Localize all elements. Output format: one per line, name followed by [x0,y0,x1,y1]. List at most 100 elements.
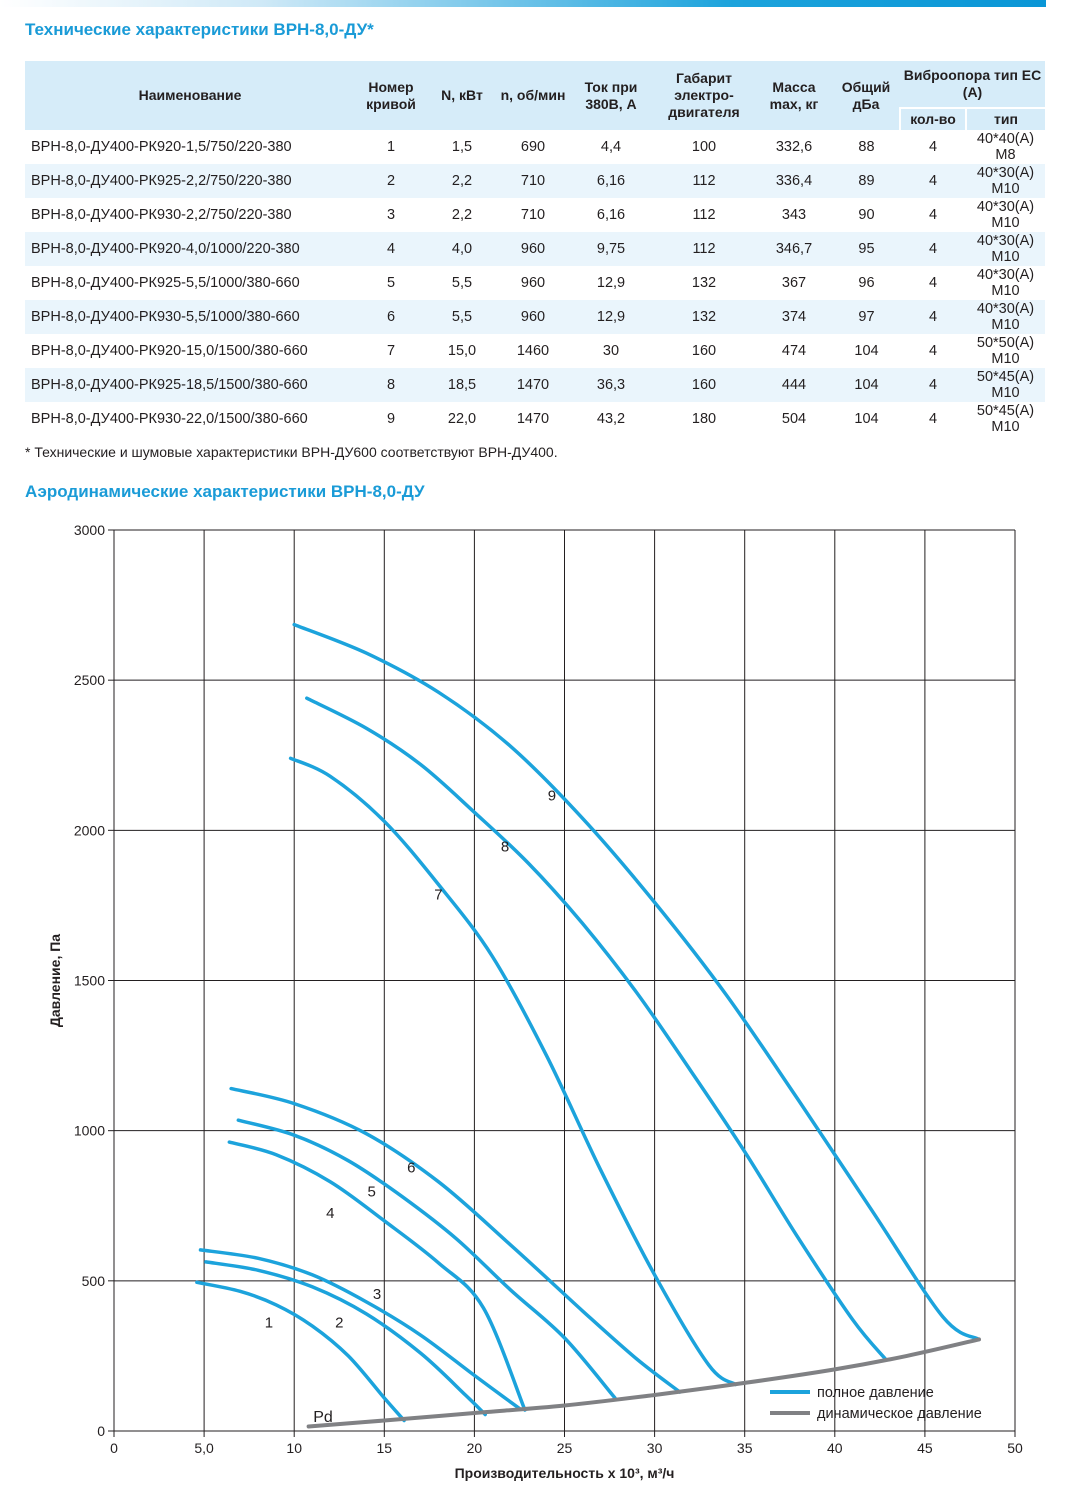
y-tick-label: 0 [97,1423,105,1439]
cell-vibro-count: 4 [900,164,966,198]
specs-table: Наименование Номер кривой N, кВт n, об/м… [25,61,1045,436]
cell-vibro-count: 4 [928,207,938,223]
cell-mass: 504 [781,411,807,427]
cell-motor: 160 [653,368,755,402]
cell-power: 22,0 [447,411,477,427]
cell-noise: 89 [833,164,900,198]
table-row: ВРН-8,0-ДУ400-РК925-18,5/1500/380-660 8 18… [25,368,1045,402]
table-title: Технические характеристики ВРН-8,0-ДУ* [25,20,374,39]
y-axis-title: Давление, Па [47,934,63,1027]
dynamic-pressure-label: Pd [313,1409,333,1426]
curve-label-7: 7 [434,886,442,903]
cell-power: 18,5 [427,368,497,402]
y-tick-label: 2500 [74,672,105,688]
cell-curve: 4 [355,232,427,266]
x-tick-label: 50 [1007,1440,1023,1456]
cell-vibro-type: 40*30(А) М10 [966,164,1045,198]
col-header-vibro-count: кол-во [899,107,966,130]
cell-rpm: 960 [497,232,569,266]
cell-name: ВРН-8,0-ДУ400-РК925-2,2/750/220-380 [25,164,355,198]
cell-mass: 343 [781,207,807,223]
full-pressure-curve-9 [292,622,981,1342]
cell-name: ВРН-8,0-ДУ400-РК930-5,5/1000/380-660 [25,300,355,334]
cell-vibro-type: 40*40(А) М8 [976,131,1035,163]
x-tick-label: 45 [917,1440,933,1456]
cell-name: ВРН-8,0-ДУ400-РК920-15,0/1500/380-660 [31,343,308,359]
cell-rpm: 710 [497,164,569,198]
table-row: ВРН-8,0-ДУ400-РК920-1,5/750/220-380 1 1,5 6… [25,130,1045,164]
table-row: ВРН-8,0-ДУ400-РК930-5,5/1000/380-660 6 5,5… [25,300,1045,334]
x-tick-label: 35 [737,1440,753,1456]
full-pressure-curve-8 [305,696,888,1361]
full-pressure-curve-2 [204,1260,487,1417]
x-axis-title: Производительность х 10³, м³/ч [455,1465,675,1481]
legend-label: полное давление [817,1385,934,1401]
col-header-name: Наименование [25,61,355,130]
cell-mass: 346,7 [755,232,833,266]
cell-vibro-count: 4 [900,368,966,402]
full-pressure-curve-4 [227,1140,527,1412]
cell-current: 4,4 [600,139,622,155]
cell-motor: 112 [653,164,755,198]
curve-label-5: 5 [368,1184,376,1201]
cell-noise: 88 [858,139,875,155]
full-pressure-curve-3 [198,1248,522,1411]
cell-name: ВРН-8,0-ДУ400-РК930-22,0/1500/380-660 [31,411,308,427]
cell-current: 12,9 [569,300,653,334]
table-row: ВРН-8,0-ДУ400-РК925-2,2/750/220-380 2 2,2 7… [25,164,1045,198]
x-tick-label: 20 [467,1440,483,1456]
full-pressure-curve-6 [229,1086,682,1394]
y-tick-label: 500 [82,1273,106,1289]
cell-current: 6,16 [596,207,626,223]
table-row: ВРН-8,0-ДУ400-РК930-2,2/750/220-380 3 2,2 7… [25,198,1045,232]
curve-label-3: 3 [373,1286,381,1303]
y-tick-label: 2000 [74,822,105,838]
cell-curve: 6 [355,300,427,334]
cell-vibro-type: 50*45(А) М10 [966,368,1045,402]
col-header-noise: Общий дБа [833,61,900,130]
cell-power: 4,0 [427,232,497,266]
cell-vibro-type: 50*50(А) М10 [976,335,1035,367]
cell-rpm: 1470 [497,368,569,402]
col-header-current: Ток при 380В, А [569,61,653,130]
cell-curve: 1 [386,139,396,155]
cell-rpm: 690 [520,139,546,155]
cell-noise: 90 [858,207,875,223]
y-tick-label: 1000 [74,1123,105,1139]
top-accent-bar [0,0,1046,7]
cell-name: ВРН-8,0-ДУ400-РК925-18,5/1500/380-660 [25,368,355,402]
cell-motor: 132 [691,275,717,291]
curve-label-4: 4 [326,1205,334,1222]
cell-motor: 112 [692,207,716,223]
cell-vibro-type: 40*30(А) М10 [976,267,1035,299]
x-tick-label: 10 [286,1440,302,1456]
curve-label-6: 6 [407,1160,415,1177]
col-header-vibro-type: тип [965,107,1045,130]
x-tick-label: 30 [647,1440,663,1456]
cell-noise: 97 [833,300,900,334]
cell-curve: 7 [386,343,396,359]
cell-curve: 9 [386,411,396,427]
cell-curve: 2 [355,164,427,198]
table-row: ВРН-8,0-ДУ400-РК920-15,0/1500/380-660 7 15… [25,334,1045,368]
cell-motor: 112 [653,232,755,266]
cell-power: 5,5 [427,300,497,334]
cell-rpm: 1460 [516,343,550,359]
dynamic-pressure-curve [306,1337,981,1429]
legend-label: динамическое давление [817,1406,982,1422]
specs-table-body: ВРН-8,0-ДУ400-РК920-1,5/750/220-380 1 1,5 6… [25,130,1045,436]
curve-label-8: 8 [501,838,509,855]
cell-motor: 180 [691,411,717,427]
cell-vibro-count: 4 [900,232,966,266]
col-header-motor: Габарит электро-двигателя [653,61,755,130]
cell-power: 5,5 [451,275,473,291]
cell-noise: 104 [854,343,879,359]
cell-vibro-type: 40*30(А) М10 [966,300,1045,334]
cell-mass: 444 [755,368,833,402]
cell-name: ВРН-8,0-ДУ400-РК930-2,2/750/220-380 [31,207,292,223]
curve-label-9: 9 [548,787,556,804]
chart-title: Аэродинамические характеристики ВРН-8,0-… [25,482,425,501]
table-row: ВРН-8,0-ДУ400-РК930-22,0/1500/380-660 9 22… [25,402,1045,436]
x-tick-label: 0 [110,1440,118,1456]
cell-vibro-type: 40*30(А) М10 [966,232,1045,266]
